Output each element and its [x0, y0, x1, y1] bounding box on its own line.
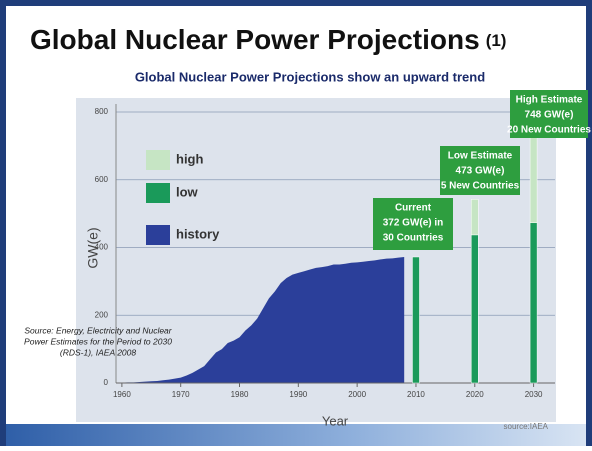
history-area [121, 256, 405, 383]
low-bar [471, 234, 479, 384]
y-tick-label: 800 [95, 107, 109, 116]
y-axis-label: GW(e) [85, 227, 101, 268]
x-tick-label: 1970 [172, 390, 190, 399]
y-tick-label: 200 [95, 310, 109, 319]
annotation-text: 473 GW(e) [456, 166, 505, 177]
subtitle: Global Nuclear Power Projections show an… [135, 69, 485, 84]
credit: source:IAEA [504, 422, 549, 431]
high-bar [529, 129, 538, 224]
slide-title: Global Nuclear Power Projections (1) [30, 24, 506, 55]
legend-swatch [146, 183, 170, 203]
y-tick-label: 600 [95, 175, 109, 184]
legend-label: low [176, 184, 199, 199]
legend-label: high [176, 151, 203, 166]
high-bar [471, 199, 479, 236]
annotation-text: 372 GW(e) in [383, 218, 444, 229]
x-tick-label: 2030 [525, 390, 543, 399]
annotation-text: Low Estimate [448, 151, 513, 162]
x-tick-label: 1960 [113, 390, 131, 399]
annotation-box [510, 90, 588, 138]
x-tick-label: 1980 [231, 390, 249, 399]
source-note: (RDS-1), IAEA 2008 [60, 347, 136, 357]
annotation-box [440, 146, 520, 195]
low-bar [412, 256, 420, 384]
annotation-text: 748 GW(e) [525, 110, 574, 121]
annotation-text: 5 New Countries [441, 181, 520, 192]
source-note: Source: Energy, Electricity and Nuclear [24, 325, 172, 335]
legend-swatch [146, 225, 170, 245]
source-note: Power Estimates for the Period to 2030 [24, 336, 172, 346]
legend-swatch [146, 150, 170, 170]
annotation-text: High Estimate [516, 95, 583, 106]
y-tick-label: 400 [95, 243, 109, 252]
annotation-text: 20 New Countries [507, 125, 591, 136]
x-tick-label: 2020 [466, 390, 484, 399]
annotation-text: 30 Countries [383, 233, 444, 244]
y-tick-label: 0 [104, 378, 109, 387]
annotation-text: Current [395, 203, 432, 214]
legend-label: history [176, 226, 220, 241]
x-tick-label: 2000 [348, 390, 366, 399]
low-bar [529, 222, 538, 384]
footer-strip [6, 424, 586, 446]
x-tick-label: 2010 [407, 390, 425, 399]
x-tick-label: 1990 [289, 390, 307, 399]
x-axis-label: Year [322, 413, 349, 428]
annotation-box [373, 198, 453, 250]
